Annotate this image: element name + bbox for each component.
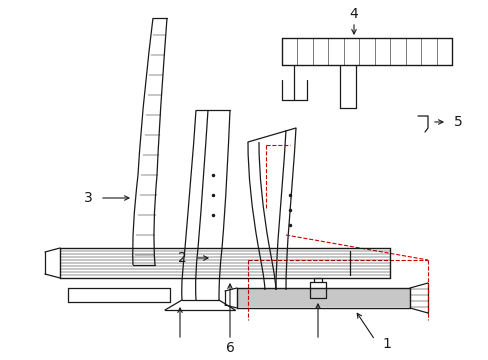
Text: 4: 4: [349, 7, 358, 21]
Text: 2: 2: [178, 251, 186, 265]
Text: 6: 6: [225, 341, 234, 355]
Text: 5: 5: [453, 115, 462, 129]
Text: 1: 1: [381, 337, 390, 351]
Text: 3: 3: [84, 191, 93, 205]
